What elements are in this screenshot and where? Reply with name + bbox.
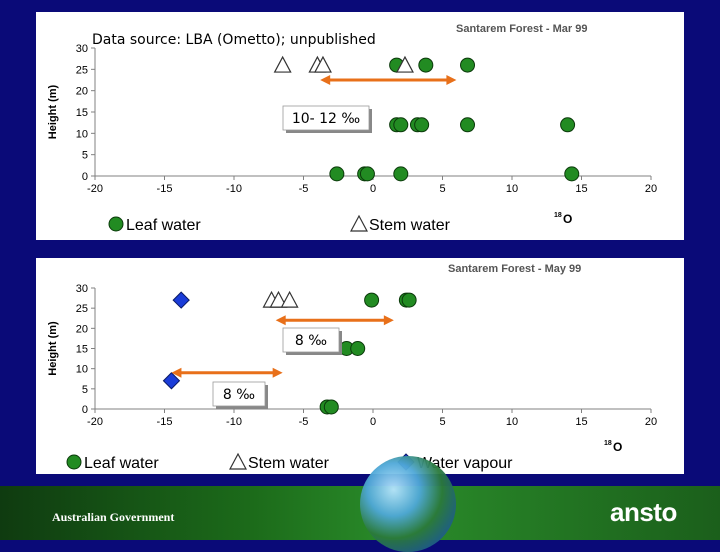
- y-tick-label: 25: [76, 64, 88, 76]
- y-tick-label: 15: [76, 344, 88, 356]
- x-tick-label: 5: [439, 183, 445, 195]
- x-tick-label: 20: [645, 183, 657, 195]
- x-tick-label: -20: [87, 416, 103, 428]
- annotation-range-box: [282, 105, 370, 131]
- x-axis-label: O: [563, 212, 572, 226]
- y-axis-label: Height (m): [47, 84, 59, 139]
- y-tick-label: 20: [76, 323, 88, 335]
- x-tick-label: -5: [299, 416, 309, 428]
- arrow-head-right: [446, 75, 457, 85]
- point-triangle-1-1: [269, 290, 288, 308]
- x-axis-label-sup: 18: [554, 212, 562, 219]
- chart-title: Santarem Forest - Mar 99: [456, 23, 587, 35]
- arrow-head-left: [320, 75, 331, 85]
- x-tick-label: -10: [226, 183, 242, 195]
- y-tick-label: 0: [82, 171, 88, 183]
- legend-leaf-label: Leaf water: [126, 217, 201, 234]
- x-axis-label-sup: 18: [604, 440, 612, 447]
- point-circle-0-2: [401, 292, 417, 308]
- y-axis-label: Height (m): [47, 321, 59, 376]
- annotation-range: 10- 12 ‰: [292, 111, 361, 127]
- chart-panel-may99: 0 5 10 15 20 25 30 -20 -15 -10 -5 0 5 10 15 20 Height (m…: [36, 258, 684, 474]
- ansto-logo: ansto: [610, 497, 677, 527]
- annotation-left: 8 ‰: [223, 387, 255, 403]
- point-triangle-1-3: [395, 55, 414, 73]
- x-tick-label: -5: [299, 183, 309, 195]
- x-tick-label: 15: [575, 183, 587, 195]
- arrow-head-left: [171, 367, 182, 378]
- point-circle-0-0: [364, 292, 380, 308]
- annotation-top: 8 ‰: [295, 333, 327, 349]
- y-tick-label: 5: [82, 384, 88, 396]
- legend-leaf-label: Leaf water: [84, 455, 159, 472]
- x-tick-label: 0: [370, 183, 376, 195]
- annotation-top-box: [282, 327, 340, 353]
- range-arrow: [320, 75, 457, 85]
- x-tick-label: -15: [157, 183, 173, 195]
- y-tick-label: 5: [82, 150, 88, 162]
- legend-stem-label: Stem water: [369, 217, 451, 234]
- x-tick-label: 10: [506, 183, 518, 195]
- legend-stem-label: Stem water: [248, 455, 330, 472]
- y-tick-label: 20: [76, 86, 88, 98]
- point-circle-0-6: [323, 399, 339, 415]
- point-diamond-2-1: [162, 372, 181, 390]
- arrow-head-right: [272, 367, 283, 378]
- y-tick-label: 10: [76, 364, 88, 376]
- point-circle-0-11: [359, 166, 375, 182]
- legend-leaf-marker: [66, 454, 82, 470]
- point-triangle-1-2: [313, 55, 332, 73]
- x-tick-label: 15: [575, 416, 587, 428]
- y-tick-label: 30: [76, 43, 88, 55]
- chart-may99-svg: 0 5 10 15 20 25 30 -20 -15 -10 -5 0 5 10 15 20 Height (m…: [47, 263, 657, 472]
- point-circle-0-13: [564, 166, 580, 182]
- legend-stem-marker: [350, 214, 368, 232]
- point-circle-0-4: [350, 341, 366, 356]
- x-tick-label: -20: [87, 183, 103, 195]
- point-circle-0-2: [460, 57, 476, 73]
- point-triangle-1-0: [273, 55, 292, 73]
- point-circle-0-4: [393, 117, 409, 133]
- x-tick-label: -10: [226, 416, 242, 428]
- chart-title: Santarem Forest - May 99: [448, 263, 581, 275]
- x-tick-label: 5: [439, 416, 445, 428]
- chart-panel-mar99: 0 5 10 15 20 25 30 -20 -15 -10 -5 0 5 10 15 20 Height (m…: [36, 12, 684, 240]
- point-circle-0-8: [560, 117, 576, 133]
- y-tick-label: 30: [76, 283, 88, 295]
- annotation-left-box: [212, 381, 266, 407]
- point-circle-0-7: [460, 117, 476, 133]
- y-tick-label: 25: [76, 303, 88, 315]
- y-tick-label: 10: [76, 128, 88, 140]
- x-tick-label: 20: [645, 416, 657, 428]
- y-tick-label: 15: [76, 107, 88, 119]
- source-note: Data source: LBA (Ometto); unpublished: [92, 32, 376, 48]
- range-arrow-left: [171, 367, 283, 378]
- point-circle-0-9: [329, 166, 345, 182]
- y-tick-label: 0: [82, 404, 88, 416]
- point-circle-0-6: [414, 117, 430, 133]
- globe-image: [360, 456, 456, 552]
- arrow-head-right: [383, 315, 394, 326]
- point-diamond-2-0: [172, 291, 190, 309]
- x-tick-label: 0: [370, 416, 376, 428]
- range-arrow-top: [275, 315, 394, 326]
- point-circle-0-1: [418, 57, 434, 73]
- arrow-head-left: [275, 315, 286, 326]
- legend-stem-marker: [229, 452, 247, 470]
- x-tick-label: -15: [157, 416, 173, 428]
- chart-mar99-svg: 0 5 10 15 20 25 30 -20 -15 -10 -5 0 5 10 15 20 Height (m…: [47, 23, 657, 234]
- government-label: Australian Government: [52, 510, 175, 524]
- point-triangle-1-2: [280, 290, 299, 308]
- legend-vapour-label: Water vapour: [417, 455, 513, 472]
- legend-leaf-marker: [108, 216, 124, 232]
- x-axis-label: O: [613, 440, 622, 454]
- point-circle-0-12: [393, 166, 409, 182]
- x-tick-label: 10: [506, 416, 518, 428]
